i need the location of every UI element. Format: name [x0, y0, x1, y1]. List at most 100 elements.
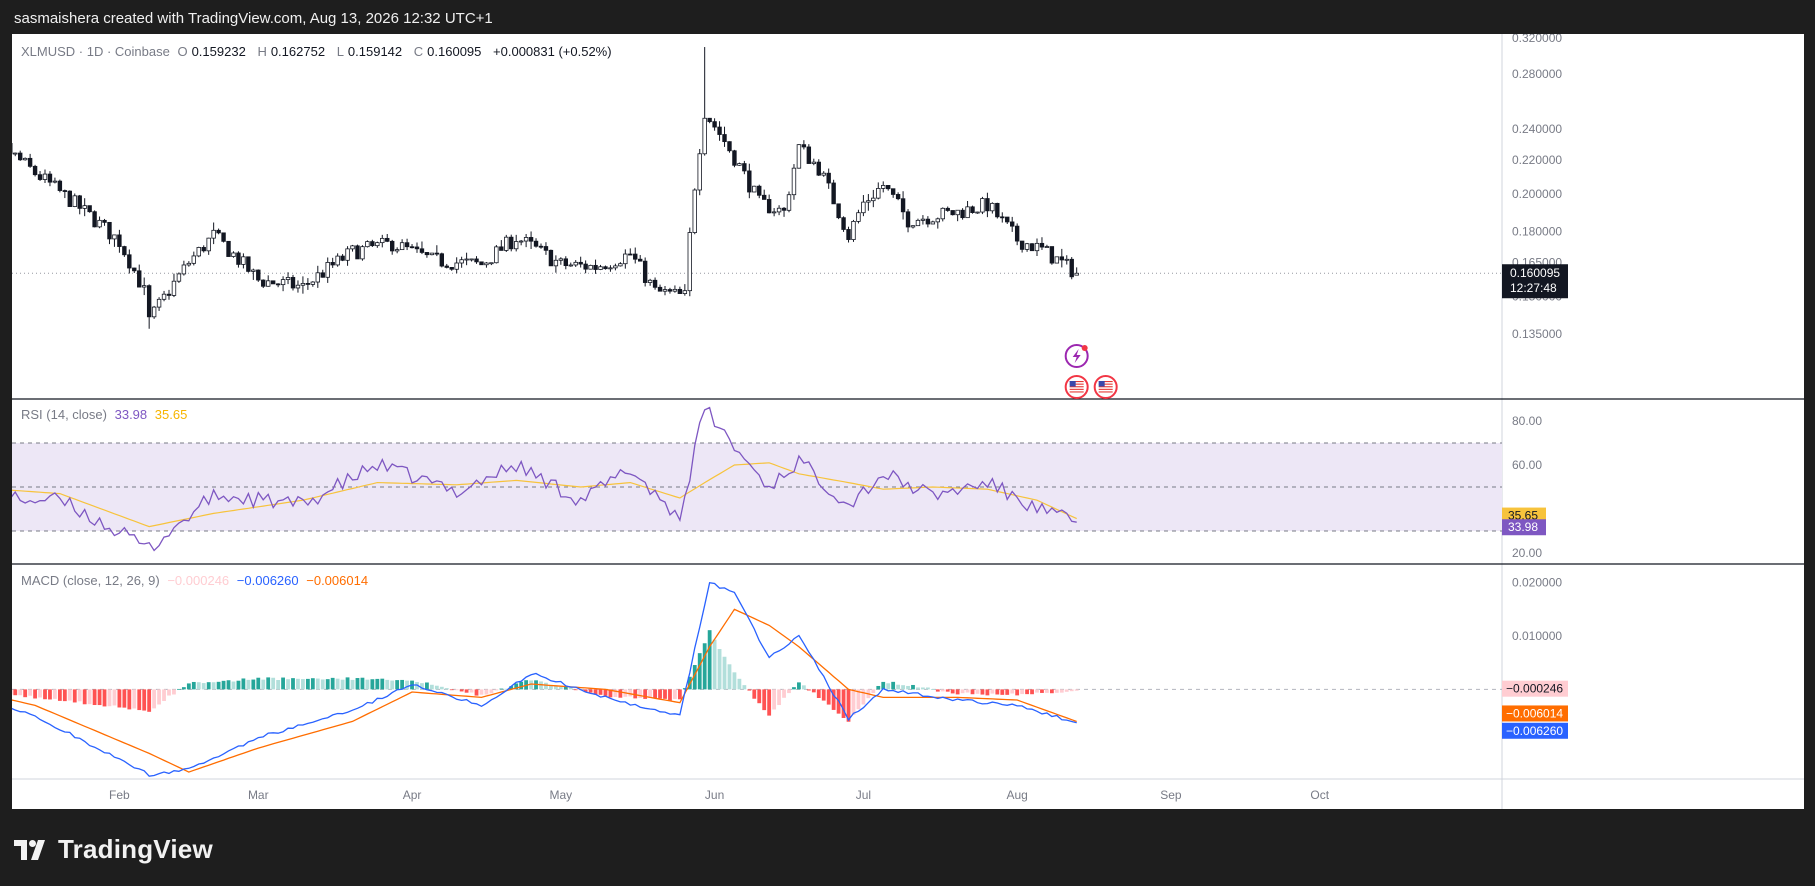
candle[interactable]: [360, 246, 365, 260]
candle[interactable]: [280, 279, 286, 286]
candle[interactable]: [791, 167, 797, 196]
candle[interactable]: [757, 185, 762, 196]
candle[interactable]: [1000, 216, 1005, 219]
candle[interactable]: [191, 255, 196, 264]
candle[interactable]: [905, 211, 911, 228]
us-flag-event-icon[interactable]: [1064, 375, 1089, 399]
candle[interactable]: [876, 188, 881, 199]
candle[interactable]: [489, 262, 494, 265]
candle[interactable]: [747, 170, 752, 193]
candle[interactable]: [67, 190, 72, 207]
candle[interactable]: [895, 194, 901, 200]
candle[interactable]: [345, 248, 350, 261]
candle[interactable]: [419, 248, 425, 253]
candle[interactable]: [682, 290, 688, 294]
candle[interactable]: [528, 237, 534, 242]
candle[interactable]: [409, 246, 415, 249]
candle[interactable]: [990, 202, 995, 212]
candle[interactable]: [945, 207, 950, 211]
candle[interactable]: [151, 306, 157, 318]
candle[interactable]: [275, 283, 281, 286]
candle[interactable]: [1034, 242, 1040, 252]
candle[interactable]: [206, 237, 211, 252]
candle[interactable]: [732, 150, 737, 166]
candle[interactable]: [801, 144, 807, 148]
candle[interactable]: [712, 121, 717, 128]
candle[interactable]: [727, 141, 732, 152]
candle[interactable]: [186, 262, 192, 266]
candle[interactable]: [201, 247, 206, 252]
candle[interactable]: [1074, 272, 1079, 276]
candle[interactable]: [811, 161, 816, 164]
rsi-ma-line[interactable]: [0, 462, 1077, 528]
candle[interactable]: [955, 209, 960, 216]
candle[interactable]: [1069, 258, 1074, 278]
candle[interactable]: [900, 198, 906, 213]
candle[interactable]: [871, 197, 876, 202]
candle[interactable]: [454, 262, 459, 270]
candle[interactable]: [464, 258, 469, 261]
candle[interactable]: [27, 157, 33, 167]
candle[interactable]: [925, 218, 931, 225]
candle[interactable]: [662, 289, 668, 292]
candle[interactable]: [568, 264, 573, 267]
candle[interactable]: [181, 264, 187, 275]
candle[interactable]: [335, 255, 340, 266]
candle[interactable]: [13, 152, 18, 155]
candle[interactable]: [965, 206, 970, 219]
candle[interactable]: [578, 261, 583, 265]
candle[interactable]: [380, 237, 385, 244]
candle[interactable]: [940, 207, 945, 220]
candle[interactable]: [42, 173, 48, 180]
candle[interactable]: [399, 242, 405, 251]
candle[interactable]: [638, 258, 643, 262]
candle[interactable]: [389, 240, 395, 252]
candle[interactable]: [22, 157, 28, 161]
candle[interactable]: [771, 211, 777, 214]
candle[interactable]: [608, 267, 613, 270]
candle[interactable]: [623, 253, 628, 265]
candle[interactable]: [950, 210, 955, 216]
chart-canvas[interactable]: 0.320000 0.280000 0.240000 0.220000 0.200000…: [0, 31, 1804, 809]
candle[interactable]: [484, 262, 489, 266]
candle[interactable]: [553, 259, 559, 267]
candle[interactable]: [270, 280, 276, 285]
candle[interactable]: [226, 240, 231, 257]
candle[interactable]: [469, 258, 474, 261]
candle[interactable]: [241, 256, 246, 265]
candle[interactable]: [246, 256, 251, 272]
candle[interactable]: [122, 246, 127, 256]
candle[interactable]: [394, 249, 400, 252]
candle[interactable]: [479, 261, 484, 266]
candle[interactable]: [543, 246, 549, 251]
candle[interactable]: [657, 286, 663, 292]
candle[interactable]: [285, 277, 291, 280]
candle[interactable]: [504, 236, 509, 251]
candle[interactable]: [652, 279, 658, 288]
candle[interactable]: [236, 252, 241, 265]
rsi-title[interactable]: RSI (14, close): [21, 407, 107, 422]
candle[interactable]: [930, 221, 936, 225]
candle[interactable]: [161, 293, 167, 300]
candle[interactable]: [752, 185, 757, 193]
candle[interactable]: [593, 264, 598, 270]
candle[interactable]: [375, 242, 380, 247]
candle[interactable]: [32, 165, 38, 176]
candle[interactable]: [18, 152, 23, 161]
candle[interactable]: [960, 209, 965, 219]
candle[interactable]: [1039, 242, 1045, 248]
candle[interactable]: [305, 283, 311, 285]
rsi-pane[interactable]: [0, 406, 1502, 552]
candle[interactable]: [533, 240, 539, 247]
candle[interactable]: [861, 201, 866, 214]
candle[interactable]: [697, 153, 702, 191]
candle[interactable]: [1024, 243, 1030, 250]
candle[interactable]: [667, 289, 673, 292]
candle[interactable]: [692, 189, 697, 233]
candle[interactable]: [92, 211, 97, 228]
candle[interactable]: [633, 253, 638, 260]
candle[interactable]: [613, 265, 618, 269]
candle[interactable]: [816, 161, 821, 176]
candle[interactable]: [806, 146, 812, 164]
candle[interactable]: [429, 252, 435, 256]
